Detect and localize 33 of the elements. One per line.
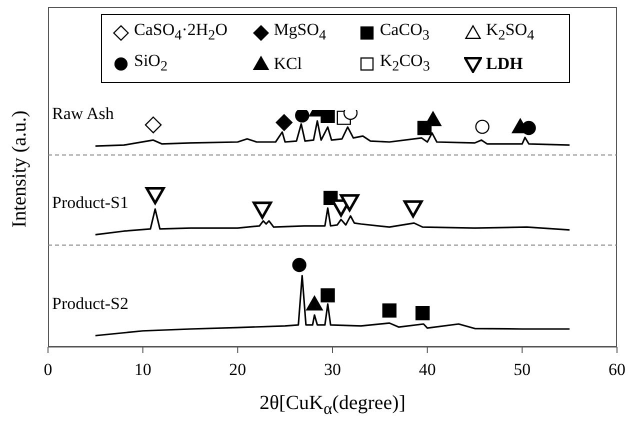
point [382,303,396,318]
point [276,114,293,131]
point [292,258,306,272]
point [340,194,360,212]
point [415,306,430,320]
point [306,296,323,311]
legend-label: CaCO$_{3}$ [380,19,430,46]
series-label: Raw Ash [52,104,114,124]
legend-label: KCl [274,53,302,76]
point [475,120,490,134]
y-axis-title: Intensity (a.u.) [8,110,30,228]
legend-label: LDH [486,53,523,76]
x-tick-label: 60 [608,360,626,380]
point [403,200,423,218]
point [144,116,162,134]
point [252,201,272,219]
x-axis-title: 2θ[CuK$_{α}$(degree)] [259,392,406,418]
point [320,288,335,302]
x-tick-label: 10 [134,360,152,380]
series-label: Product-S1 [52,192,128,212]
legend-label: K$_{2}$CO$_{3}$ [380,50,430,77]
point [295,110,310,123]
legend-label: MgSO$_{4}$ [274,19,326,46]
legend-label: K$_{2}$SO$_{4}$ [486,19,534,46]
point [145,187,165,204]
x-tick-label: 50 [514,360,531,380]
series-label: Product-S2 [52,294,128,313]
x-tick-label: 20 [229,360,246,380]
legend-label: CaSO$_{4}$·2H$_{2}$O [134,19,228,46]
x-tick-label: 30 [324,360,341,380]
legend-label: SiO$_{2}$ [134,50,168,77]
x-tick-label: 40 [418,360,436,380]
x-tick-label: 0 [44,360,52,380]
